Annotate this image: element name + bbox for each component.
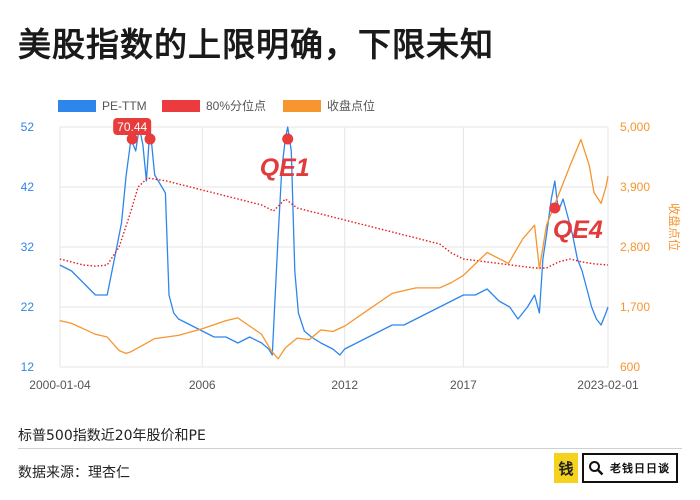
x-tick-label: 2006	[189, 378, 216, 392]
y-left-tick-label: 42	[21, 180, 35, 194]
brand-logo: 钱	[554, 453, 578, 483]
data-source: 数据来源：理杏仁	[18, 465, 130, 481]
qe4-label: QE4	[553, 216, 603, 244]
x-tick-label: 2023-02-01	[577, 378, 639, 392]
chart-container: 12 22 32 42 52 600 1,700 2,800 3,900 5,000 2000-01…	[0, 92, 700, 402]
brand-search-box[interactable]: 老钱日日谈	[582, 453, 678, 483]
y-right-tick-label: 2,800	[620, 240, 650, 254]
legend-label: 80%分位点	[206, 98, 266, 113]
series-line-pct80	[59, 177, 609, 269]
qe1-label: QE1	[260, 154, 310, 182]
y-left-tick-label: 52	[21, 120, 35, 134]
y-left-tick-label: 22	[21, 300, 35, 314]
x-tick-label: 2012	[331, 378, 358, 392]
divider	[18, 448, 682, 449]
brand-name: 老钱日日谈	[610, 462, 670, 475]
peak-marker	[144, 133, 156, 145]
legend-swatch	[58, 100, 96, 112]
y-right-axis-label: 收盘点位	[667, 203, 682, 251]
brand-logo-group: 钱 老钱日日谈	[554, 453, 678, 483]
y-right-tick-label: 5,000	[620, 120, 650, 134]
value-badge-label: 70.44	[117, 120, 147, 134]
y-right-tick-label: 3,900	[620, 180, 650, 194]
peak-marker	[549, 202, 561, 214]
search-icon	[586, 458, 606, 478]
y-right-tick-label: 600	[620, 360, 640, 374]
y-left-tick-label: 32	[21, 240, 35, 254]
value-badge-pointer	[128, 135, 137, 139]
peak-marker	[282, 133, 294, 145]
legend-label: PE-TTM	[102, 99, 147, 113]
line-chart: 12 22 32 42 52 600 1,700 2,800 3,900 5,000 2000-01…	[21, 98, 682, 392]
page-title: 美股指数的上限明确，下限未知	[18, 25, 494, 64]
series-line-pe	[59, 126, 609, 356]
value-badge-bg	[113, 118, 152, 135]
legend-label: 收盘点位	[327, 98, 375, 113]
series-line-price	[59, 138, 609, 360]
x-tick-label: 2000-01-04	[29, 378, 91, 392]
legend-swatch	[162, 100, 200, 112]
y-right-tick-label: 1,700	[620, 300, 650, 314]
y-left-tick-label: 12	[21, 360, 35, 374]
legend-swatch	[283, 100, 321, 112]
x-tick-label: 2017	[450, 378, 477, 392]
chart-caption: 标普500指数近20年股价和PE	[18, 428, 206, 444]
